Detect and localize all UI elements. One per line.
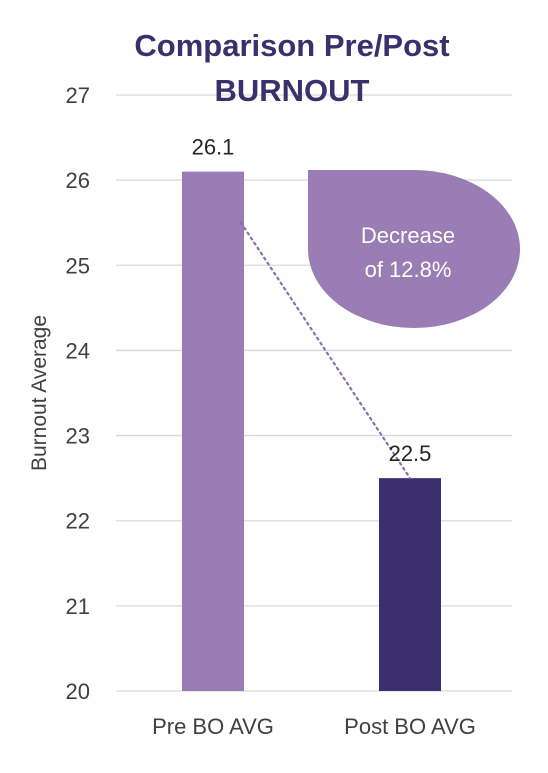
callout-text-line-1: Decrease — [361, 223, 455, 248]
chart-title-line-2: BURNOUT — [215, 73, 370, 108]
data-labels: 26.1 22.5 — [192, 135, 432, 467]
y-axis-label: Burnout Average — [28, 315, 51, 471]
bar-pre-bo-avg — [182, 171, 244, 692]
data-label: 22.5 — [389, 441, 432, 466]
y-tick-label: 24 — [66, 338, 90, 363]
category-label: Pre BO AVG — [152, 714, 274, 739]
y-tick-label: 27 — [66, 83, 90, 108]
annotation-group: Decrease of 12.8% — [239, 170, 520, 480]
trend-dotted-line — [239, 221, 412, 480]
category-labels: Pre BO AVG Post BO AVG — [152, 714, 476, 739]
callout-shape — [308, 170, 520, 328]
y-tick-label: 20 — [66, 679, 90, 704]
y-tick-label: 23 — [66, 424, 90, 449]
callout-text-line-2: of 12.8% — [365, 257, 452, 282]
bar-post-bo-avg — [379, 478, 441, 691]
category-label: Post BO AVG — [344, 714, 476, 739]
y-tick-label: 26 — [66, 168, 90, 193]
data-label: 26.1 — [192, 135, 235, 160]
y-tick-label: 25 — [66, 253, 90, 278]
bars — [182, 171, 441, 692]
y-tick-label: 22 — [66, 509, 90, 534]
chart-title-line-1: Comparison Pre/Post — [134, 28, 449, 63]
y-tick-label: 21 — [66, 594, 90, 619]
y-tick-labels: 20 21 22 23 24 25 26 27 — [66, 83, 90, 704]
